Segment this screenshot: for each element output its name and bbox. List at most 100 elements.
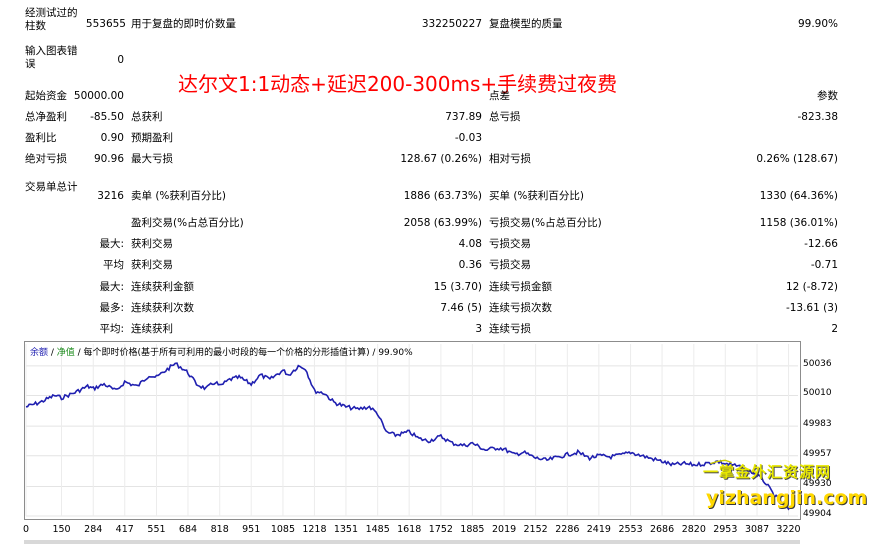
x-tick-label: 2019 — [492, 524, 517, 535]
long-positions-label: 买单 (%获利百分比) — [489, 190, 585, 202]
max-drawdown-label: 最大亏损 — [131, 153, 173, 165]
gross-profit-value: 737.89 — [445, 111, 482, 123]
ticks-value: 332250227 — [421, 18, 482, 30]
relative-drawdown-label: 相对亏损 — [489, 153, 531, 165]
x-tick-label: 2953 — [713, 524, 738, 535]
long-positions-value: 1330 (64.36%) — [759, 190, 838, 202]
loss-trades-value: 1158 (36.01%) — [759, 217, 838, 229]
net-profit-label: 总净盈利 — [25, 111, 67, 123]
x-tick-label: 1085 — [270, 524, 296, 535]
balance-chart-frame — [24, 341, 801, 520]
consecutive-profit-label: 连续获利次数 — [131, 302, 194, 314]
absolute-drawdown-label: 绝对亏损 — [25, 153, 67, 165]
x-tick-label: 551 — [147, 524, 166, 535]
gross-loss-label: 总亏损 — [489, 111, 521, 123]
ticks-label: 用于复盘的即时价数量 — [131, 18, 236, 30]
expected-payoff-value: -0.03 — [454, 132, 482, 144]
total-trades-label: 交易单总计 — [25, 181, 78, 193]
x-tick-label: 2419 — [586, 524, 611, 535]
x-tick-label: 1485 — [365, 524, 390, 535]
short-positions-label: 卖单 (%获利百分比) — [131, 190, 227, 202]
row-avg-consecutive-prefix: 平均: — [99, 323, 124, 335]
watermark-site-url: yizhangjin.com — [706, 487, 868, 509]
expected-payoff-label: 预期盈利 — [131, 132, 173, 144]
average-profit-label: 获利交易 — [131, 259, 173, 271]
largest-loss-label: 亏损交易 — [489, 238, 531, 250]
x-tick-label: 0 — [22, 524, 30, 535]
balance-line — [25, 362, 794, 511]
quality-value: 99.90% — [797, 18, 838, 30]
x-tick-label: 1351 — [333, 524, 359, 535]
y-tick-label: 49930 — [803, 479, 832, 490]
equity-line — [710, 459, 732, 465]
x-tick-label: 3087 — [744, 524, 770, 535]
x-tick-label: 2286 — [555, 524, 580, 535]
bars-value: 553655 — [85, 18, 126, 30]
row-average-prefix: 平均 — [103, 259, 124, 271]
x-tick-label: 1885 — [460, 524, 485, 535]
y-tick-label: 49983 — [803, 419, 832, 430]
gross-profit-label: 总获利 — [131, 111, 163, 123]
x-tick-label: 951 — [242, 524, 261, 535]
x-tick-label: 2820 — [681, 524, 706, 535]
x-tick-label: 1752 — [428, 524, 453, 535]
deposit-value: 50000.00 — [73, 90, 124, 102]
loss-trades-label: 亏损交易(%占总百分比) — [489, 217, 602, 229]
short-positions-value: 1886 (63.73%) — [403, 190, 482, 202]
x-tick-label: 1218 — [302, 524, 327, 535]
avg-consecutive-losses-value: 2 — [831, 323, 838, 335]
relative-drawdown-value: 0.26% (128.67) — [756, 153, 838, 165]
average-profit-value: 0.36 — [458, 259, 482, 271]
consecutive-loss-label: 连续亏损次数 — [489, 302, 552, 314]
strategy-banner: 达尔文1:1动态+延迟200-300ms+手续费过夜费 — [178, 72, 618, 96]
max-drawdown-value: 128.67 (0.26%) — [400, 153, 482, 165]
legend-separator: / — [48, 348, 57, 358]
legend-equity: 净值 — [56, 348, 75, 358]
row-maximum-prefix: 最大: — [99, 281, 124, 293]
y-tick-label: 49904 — [803, 509, 832, 519]
x-tick-label: 3220 — [776, 524, 801, 535]
x-tick-label: 684 — [178, 524, 198, 535]
legend-balance: 余额 — [30, 348, 49, 358]
consecutive-losses-label: 连续亏损金额 — [489, 281, 552, 293]
row-most-prefix: 最多: — [99, 302, 124, 314]
legend-description: / 每个即时价格(基于所有可利用的最小时段的每一个价格的分形插值计算) / 99… — [74, 348, 413, 358]
average-loss-value: -0.71 — [810, 259, 838, 271]
profit-factor-label: 盈利比 — [25, 132, 57, 144]
avg-consecutive-wins-label: 连续获利 — [131, 323, 173, 335]
average-loss-label: 亏损交易 — [489, 259, 531, 271]
x-tick-label: 2553 — [618, 524, 643, 535]
chart-errors-label: 输入图表错误 — [25, 45, 78, 70]
spread-value: 参数 — [817, 90, 838, 102]
consecutive-loss-value: -13.61 (3) — [785, 302, 838, 314]
gross-loss-value: -823.38 — [797, 111, 838, 123]
x-tick-label: 818 — [210, 524, 229, 535]
bars-label: 经测试过的柱数 — [25, 7, 78, 32]
consecutive-profit-value: 7.46 (5) — [440, 302, 482, 314]
x-tick-label: 417 — [115, 524, 134, 535]
avg-consecutive-losses-label: 连续亏损 — [489, 323, 531, 335]
profit-trades-label: 盈利交易(%占总百分比) — [131, 217, 244, 229]
watermark-site-name: 一掌金外汇资源网 — [703, 463, 832, 481]
x-tick-label: 150 — [52, 524, 71, 535]
y-tick-label: 49957 — [803, 448, 832, 459]
horizontal-scrollbar[interactable] — [24, 540, 800, 544]
chart-legend: 余额 / 净值 / 每个即时价格(基于所有可利用的最小时段的每一个价格的分形插值… — [30, 345, 413, 358]
consecutive-wins-value: 15 (3.70) — [433, 281, 482, 293]
profit-factor-value: 0.90 — [100, 132, 124, 144]
profit-trades-value: 2058 (63.99%) — [403, 217, 482, 229]
x-tick-label: 284 — [84, 524, 103, 535]
largest-loss-value: -12.66 — [804, 238, 838, 250]
chart-errors-value: 0 — [117, 54, 124, 66]
consecutive-wins-label: 连续获利金额 — [131, 281, 194, 293]
net-profit-value: -85.50 — [90, 111, 124, 123]
absolute-drawdown-value: 90.96 — [93, 153, 124, 165]
largest-profit-value: 4.08 — [458, 238, 482, 250]
largest-profit-label: 获利交易 — [131, 238, 173, 250]
total-trades-value: 3216 — [97, 190, 124, 202]
y-tick-label: 50036 — [803, 358, 832, 369]
row-largest-prefix: 最大: — [99, 238, 124, 250]
x-tick-label: 2152 — [523, 524, 548, 535]
quality-label: 复盘模型的质量 — [489, 18, 563, 30]
